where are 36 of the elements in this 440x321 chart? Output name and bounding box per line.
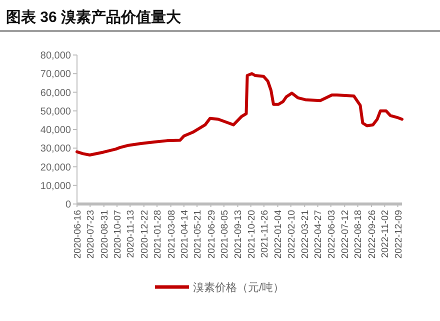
x-tick-label: 2022-12-09	[393, 210, 404, 259]
x-tick-label: 2021-09-13	[233, 210, 244, 259]
y-tick-label: 80,000	[40, 50, 72, 62]
x-tick-label: 2020-08-31	[99, 210, 110, 259]
chart-title: 图表 36 溴素产品价值量大	[6, 9, 182, 26]
x-tick-label: 2022-02-10	[286, 210, 298, 259]
x-tick-label: 2022-01-04	[273, 210, 284, 259]
y-tick-label: 20,000	[40, 162, 72, 174]
y-tick-label: 10,000	[40, 180, 72, 192]
legend-label: 溴素价格（元/吨）	[193, 281, 284, 294]
x-tick-label: 2021-10-20	[246, 210, 258, 259]
x-tick-label: 2022-06-03	[326, 210, 338, 259]
x-tick-label: 2020-07-23	[86, 210, 97, 259]
y-tick-label: 0	[65, 200, 72, 210]
x-tick-label: 2021-01-28	[152, 210, 164, 259]
y-tick-label: 60,000	[40, 88, 72, 99]
x-tick-label: 2022-08-18	[353, 210, 364, 259]
x-tick-label: 2021-11-26	[259, 210, 270, 258]
y-tick-label: 40,000	[40, 125, 72, 136]
x-tick-label: 2022-04-27	[313, 210, 324, 259]
x-tick-label: 2022-09-26	[367, 210, 378, 259]
x-tick-label: 2020-11-13	[126, 210, 137, 258]
x-tick-label: 2020-06-16	[72, 210, 84, 259]
y-tick-label: 50,000	[40, 106, 72, 118]
x-tick-label: 2020-12-22	[139, 210, 150, 259]
x-tick-label: 2022-11-02	[380, 210, 392, 258]
y-tick-label: 30,000	[40, 144, 72, 155]
x-tick-label: 2021-06-29	[206, 210, 218, 259]
x-tick-label: 2021-03-08	[166, 210, 178, 259]
x-tick-label: 2021-04-14	[179, 210, 190, 259]
x-tick-label: 2022-03-21	[300, 210, 312, 259]
x-tick-label: 2022-07-12	[340, 210, 352, 259]
x-tick-label: 2020-10-07	[112, 210, 124, 259]
y-tick-label: 70,000	[40, 69, 72, 80]
x-tick-label: 2021-05-21	[192, 210, 204, 259]
x-tick-label: 2021-08-05	[219, 210, 230, 259]
